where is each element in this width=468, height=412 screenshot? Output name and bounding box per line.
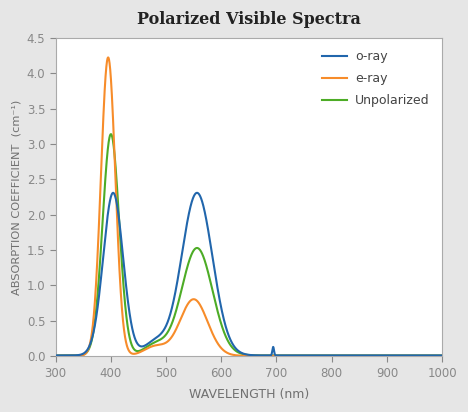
Unpolarized [53, 353, 58, 358]
o-ray [390, 353, 396, 358]
o-ray [97, 287, 102, 292]
Line: Unpolarized: Unpolarized [56, 134, 442, 356]
Unpolarized [108, 132, 114, 137]
Unpolarized [439, 353, 445, 358]
e-ray [432, 353, 438, 358]
e-ray [201, 311, 207, 316]
o-ray [120, 251, 125, 256]
Line: e-ray: e-ray [56, 57, 442, 356]
Title: Polarized Visible Spectra: Polarized Visible Spectra [137, 11, 361, 28]
Unpolarized [218, 320, 224, 325]
e-ray [97, 202, 102, 207]
Y-axis label: ABSORPTION COEFFICIENT  (cm⁻¹): ABSORPTION COEFFICIENT (cm⁻¹) [11, 99, 21, 295]
Line: o-ray: o-ray [56, 193, 442, 356]
o-ray [194, 190, 200, 195]
o-ray [201, 206, 207, 211]
Unpolarized [432, 353, 438, 358]
o-ray [336, 353, 342, 358]
e-ray [390, 353, 396, 358]
Unpolarized [201, 256, 207, 261]
e-ray [439, 353, 445, 358]
Unpolarized [97, 263, 102, 268]
e-ray [105, 55, 111, 60]
Unpolarized [390, 353, 396, 358]
o-ray [53, 353, 58, 358]
Legend: o-ray, e-ray, Unpolarized: o-ray, e-ray, Unpolarized [316, 44, 436, 113]
Unpolarized [120, 274, 125, 279]
Unpolarized [336, 353, 342, 358]
o-ray [439, 353, 445, 358]
e-ray [317, 353, 323, 358]
e-ray [120, 316, 125, 321]
X-axis label: WAVELENGTH (nm): WAVELENGTH (nm) [189, 388, 309, 401]
e-ray [218, 345, 224, 350]
o-ray [432, 353, 438, 358]
e-ray [53, 353, 58, 358]
o-ray [218, 303, 224, 308]
